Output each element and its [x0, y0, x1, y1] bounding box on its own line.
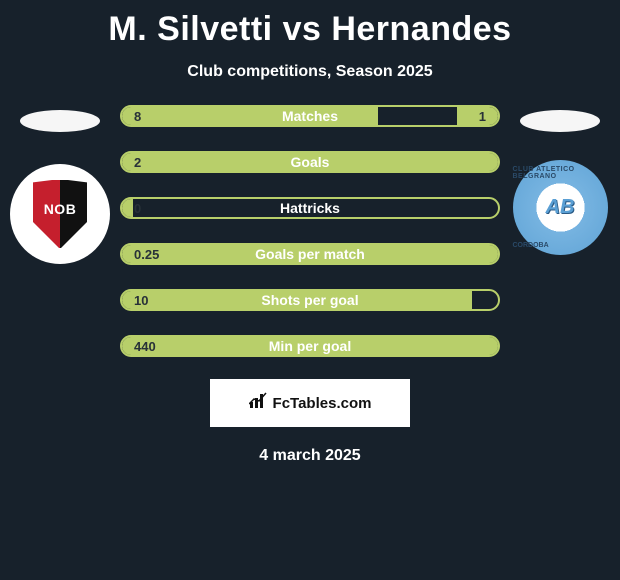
left-team-badge: NOB — [10, 164, 110, 264]
stat-fill-left — [122, 245, 498, 263]
right-ellipse — [520, 110, 600, 132]
stat-value-left: 8 — [134, 105, 141, 127]
stat-fill-left — [122, 199, 133, 217]
footer-date: 4 march 2025 — [0, 447, 620, 465]
stat-track — [120, 197, 500, 219]
stat-value-left: 0 — [134, 197, 141, 219]
stat-track — [120, 105, 500, 127]
stat-row: 2Goals — [120, 151, 500, 173]
stat-value-right: 1 — [479, 105, 486, 127]
stat-value-left: 2 — [134, 151, 141, 173]
brand-text: FcTables.com — [273, 395, 372, 412]
right-badge-arc-bottom: CORDOBA — [513, 242, 608, 249]
stat-fill-left — [122, 337, 498, 355]
stat-fill-left — [122, 153, 498, 171]
stat-track — [120, 243, 500, 265]
right-team-badge: CLUB ATLETICO BELGRANO AB CORDOBA — [513, 160, 608, 255]
stat-row: 81Matches — [120, 105, 500, 127]
stat-value-left: 0.25 — [134, 243, 159, 265]
stat-fill-left — [122, 291, 472, 309]
right-badge-arc-top: CLUB ATLETICO BELGRANO — [513, 166, 608, 180]
stat-fill-left — [122, 107, 378, 125]
subtitle: Club competitions, Season 2025 — [0, 63, 620, 81]
stat-value-left: 10 — [134, 289, 148, 311]
brand-badge[interactable]: FcTables.com — [210, 379, 410, 427]
stat-row: 0.25Goals per match — [120, 243, 500, 265]
stat-row: 440Min per goal — [120, 335, 500, 357]
stat-track — [120, 151, 500, 173]
stat-value-left: 440 — [134, 335, 156, 357]
stat-row: 10Shots per goal — [120, 289, 500, 311]
left-ellipse — [20, 110, 100, 132]
right-badge-initials: AB — [546, 196, 575, 218]
left-badge-text: NOB — [32, 201, 88, 217]
stat-track — [120, 335, 500, 357]
stat-row: 0Hattricks — [120, 197, 500, 219]
stat-track — [120, 289, 500, 311]
chart-icon — [249, 392, 267, 414]
stat-fill-right — [457, 107, 498, 125]
stats-list: 81Matches2Goals0Hattricks0.25Goals per m… — [110, 105, 510, 357]
page-title: M. Silvetti vs Hernandes — [0, 0, 620, 49]
